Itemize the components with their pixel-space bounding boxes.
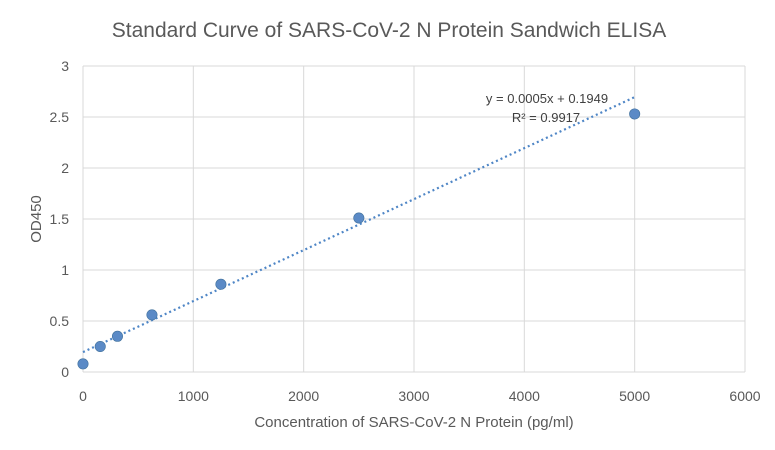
- data-point: [77, 358, 89, 370]
- x-tick-label: 4000: [509, 388, 540, 404]
- linear-trendline: [82, 96, 636, 354]
- y-tick-label: 0.5: [50, 313, 70, 329]
- y-tick-label: 1.5: [50, 211, 70, 227]
- x-axis-ticks: 0 1000 2000 3000 4000 5000 6000: [79, 388, 761, 404]
- x-tick-label: 3000: [398, 388, 429, 404]
- y-tick-label: 3: [61, 58, 69, 74]
- y-tick-label: 1: [61, 262, 69, 278]
- data-point: [94, 340, 106, 352]
- x-tick-label: 5000: [619, 388, 650, 404]
- x-tick-label: 2000: [288, 388, 319, 404]
- x-tick-label: 0: [79, 388, 87, 404]
- x-tick-label: 1000: [178, 388, 209, 404]
- x-axis-label: Concentration of SARS-CoV-2 N Protein (p…: [254, 414, 573, 431]
- grid-lines: [82, 65, 746, 373]
- trendline-equation: y = 0.0005x + 0.1949: [486, 91, 608, 106]
- y-tick-label: 0: [61, 364, 69, 380]
- trendline-group: [82, 96, 636, 354]
- data-point: [215, 278, 227, 290]
- data-point: [111, 330, 123, 342]
- y-axis-ticks: 0 0.5 1 1.5 2 2.5 3: [50, 58, 70, 380]
- x-tick-label: 6000: [729, 388, 760, 404]
- data-point: [629, 108, 641, 120]
- trendline-r-squared: R² = 0.9917: [512, 110, 580, 125]
- y-axis-label: OD450: [28, 195, 45, 243]
- y-tick-label: 2.5: [50, 109, 70, 125]
- data-points: [77, 108, 641, 370]
- data-point: [146, 309, 158, 321]
- y-tick-label: 2: [61, 160, 69, 176]
- chart-title: Standard Curve of SARS-CoV-2 N Protein S…: [112, 19, 666, 42]
- data-point: [353, 212, 365, 224]
